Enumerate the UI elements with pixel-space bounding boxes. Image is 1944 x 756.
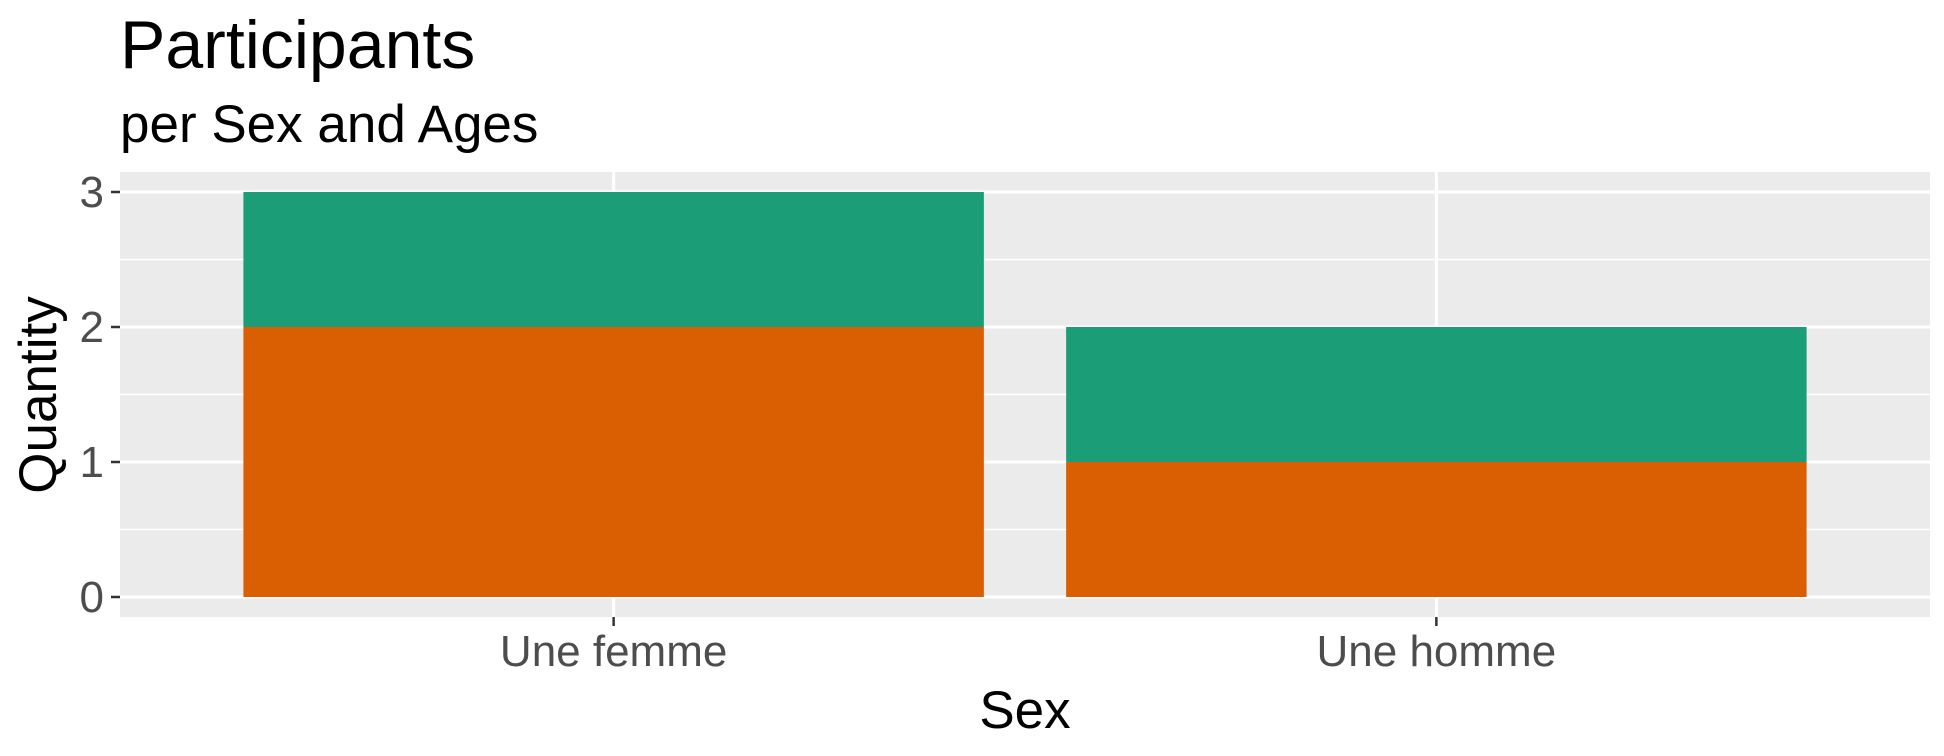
chart-subtitle: per Sex and Ages: [120, 95, 538, 154]
bar-segment: [243, 327, 984, 597]
x-tick-label: Une femme: [500, 627, 727, 676]
chart-title: Participants: [120, 7, 475, 83]
bar-segment: [1066, 327, 1807, 462]
y-tick-label: 3: [80, 168, 104, 217]
bar-segment: [1066, 462, 1807, 597]
x-axis-title: Sex: [979, 681, 1070, 740]
x-tick-label: Une homme: [1317, 627, 1557, 676]
y-tick-label: 0: [80, 573, 104, 622]
x-axis: Une femme Une homme: [500, 617, 1556, 676]
bars: [243, 192, 1807, 597]
y-axis-title: Quantity: [9, 296, 68, 494]
y-axis: 0 1 2 3: [80, 168, 120, 622]
y-tick-label: 2: [80, 303, 104, 352]
bar-segment: [243, 192, 984, 327]
y-tick-label: 1: [80, 438, 104, 487]
